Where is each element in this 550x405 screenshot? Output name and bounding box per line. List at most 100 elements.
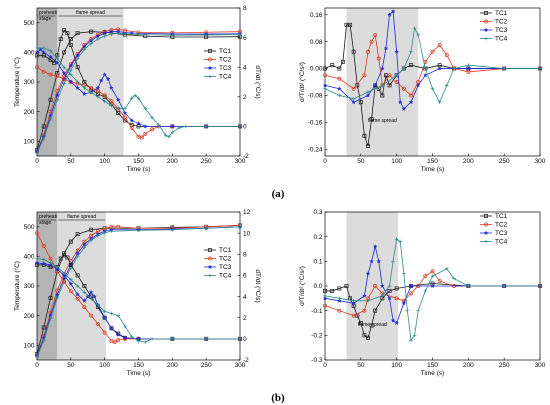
panel-label-a: (a): [272, 188, 285, 200]
data-point: [109, 325, 114, 331]
data-point: [177, 126, 181, 130]
data-point: [82, 290, 87, 295]
data-point: [351, 313, 356, 318]
band-label: preheating: [39, 10, 63, 16]
series-tc4: [323, 237, 542, 343]
data-point: [48, 97, 53, 102]
legend-label: TC4: [219, 273, 232, 280]
data-point: [416, 308, 420, 313]
data-point: [445, 83, 449, 88]
y2-axis-label: dT/dt (°C/s): [254, 65, 262, 98]
y-axis-label: Temperature (°C): [13, 261, 21, 311]
data-point: [41, 136, 46, 141]
data-point: [34, 50, 40, 55]
data-point: [41, 325, 46, 330]
data-point: [351, 86, 356, 91]
x-tick-label: 250: [201, 362, 212, 369]
series-tc4-dt-dt: [35, 46, 242, 139]
data-point: [366, 49, 370, 54]
data-point: [170, 124, 175, 129]
data-point: [89, 313, 94, 318]
data-point: [430, 274, 435, 278]
data-point: [48, 49, 53, 53]
data-point: [238, 124, 242, 129]
data-point: [58, 256, 63, 261]
data-point: [109, 99, 114, 104]
data-point: [82, 86, 87, 90]
data-point: [409, 93, 413, 98]
data-point: [48, 316, 53, 321]
data-point: [136, 339, 141, 343]
data-point: [41, 124, 46, 129]
data-point: [502, 66, 506, 71]
data-point: [423, 72, 428, 78]
band-label: flame spread: [67, 214, 96, 220]
x-axis-label: Time (s): [421, 370, 445, 377]
data-point: [89, 29, 94, 34]
y-tick-label: 400: [24, 254, 35, 261]
y2-tick-label: 12: [243, 209, 251, 216]
series-line: [36, 28, 241, 152]
legend-label: TC3: [219, 264, 232, 271]
y2-tick-label: 4: [243, 294, 247, 301]
data-point: [41, 257, 46, 262]
data-point: [452, 276, 456, 281]
legend-label: TC3: [219, 65, 232, 72]
data-point: [95, 85, 101, 90]
x-tick-label: 100: [99, 158, 110, 165]
data-point: [373, 284, 378, 288]
data-point: [68, 79, 74, 84]
x-tick-label: 300: [535, 158, 546, 165]
data-point: [68, 262, 73, 267]
data-point: [35, 65, 39, 70]
legend-label: TC1: [219, 48, 232, 55]
data-point: [430, 49, 435, 54]
data-point: [65, 31, 70, 36]
data-point: [116, 106, 120, 111]
data-point: [394, 286, 399, 291]
y-tick-label: 300: [24, 79, 35, 86]
data-point: [88, 289, 94, 295]
x-tick-label: 100: [391, 158, 402, 165]
data-point: [102, 99, 107, 104]
x-axis-label: Time (s): [421, 166, 445, 173]
series-line: [36, 224, 241, 356]
data-point: [163, 133, 168, 138]
data-point: [337, 298, 342, 303]
data-point: [337, 86, 342, 91]
legend-marker: [484, 239, 488, 244]
data-point: [55, 296, 60, 300]
data-point: [122, 335, 128, 340]
data-point: [383, 45, 389, 51]
data-point: [366, 335, 370, 340]
y-tick-label: 0.3: [313, 209, 322, 216]
series-line: [36, 32, 241, 154]
data-point: [62, 50, 67, 55]
data-point: [380, 294, 385, 298]
legend-marker: [208, 256, 212, 261]
data-point: [323, 294, 327, 298]
data-point: [394, 237, 399, 241]
y2-tick-label: 8: [243, 5, 247, 12]
data-point: [95, 33, 101, 39]
data-point: [82, 305, 87, 310]
data-point: [62, 279, 67, 284]
data-point: [362, 293, 367, 298]
data-point: [82, 44, 87, 49]
x-tick-label: 100: [391, 362, 402, 369]
data-point: [116, 224, 121, 229]
legend-marker: [208, 273, 212, 278]
data-point: [116, 31, 120, 35]
data-point: [323, 73, 327, 78]
x-tick-label: 50: [357, 158, 365, 165]
data-point: [390, 8, 396, 14]
data-point: [89, 296, 93, 301]
data-point: [75, 296, 80, 301]
data-point: [466, 284, 471, 288]
data-point: [358, 321, 363, 325]
data-point: [35, 46, 39, 50]
data-point: [348, 22, 353, 27]
data-point: [102, 309, 107, 314]
